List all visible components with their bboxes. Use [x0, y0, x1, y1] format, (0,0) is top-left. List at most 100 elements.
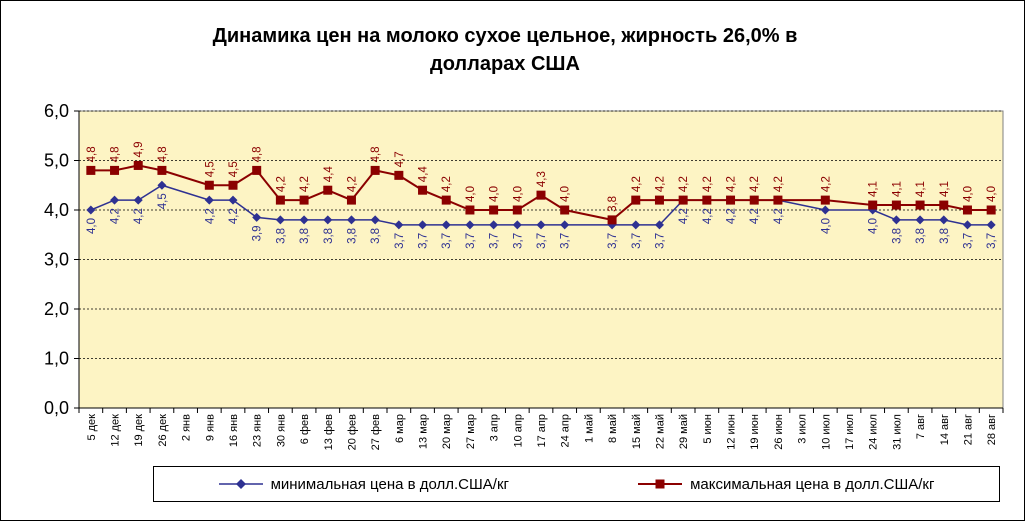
- point-min: [939, 215, 949, 225]
- point-max: [939, 200, 949, 210]
- point-max: [86, 165, 96, 175]
- data-label-min: 3,8: [915, 228, 927, 244]
- x-tick-label: 5 июн: [702, 414, 714, 444]
- point-min: [110, 195, 120, 205]
- point-max: [441, 195, 451, 205]
- data-label-max: 4,5: [204, 161, 216, 177]
- legend-item-min: минимальная цена в долл.США/кг: [218, 475, 509, 493]
- chart-title-line-2: долларах США: [430, 53, 580, 75]
- data-label-min: 4,2: [110, 208, 122, 224]
- y-tick-label: 1,0: [44, 349, 69, 369]
- point-max: [394, 170, 404, 180]
- data-label-max: 4,7: [394, 151, 406, 167]
- point-max: [157, 165, 167, 175]
- point-min: [252, 212, 262, 222]
- x-tick-label: 6 фев: [299, 414, 311, 444]
- data-label-max: 4,9: [133, 141, 145, 157]
- point-min: [346, 215, 356, 225]
- point-min: [204, 195, 214, 205]
- x-tick-label: 7 авг: [915, 414, 927, 439]
- data-label-max: 4,2: [275, 176, 287, 192]
- x-tick-label: 12 дек: [110, 414, 122, 447]
- data-label-max: 4,2: [654, 176, 666, 192]
- data-label-max: 4,2: [820, 176, 832, 192]
- x-tick-label: 30 янв: [275, 414, 287, 447]
- y-tick-label: 4,0: [44, 200, 69, 220]
- data-label-min: 4,2: [749, 208, 761, 224]
- x-tick-label: 26 июн: [773, 414, 785, 450]
- data-label-max: 4,1: [868, 181, 880, 197]
- x-tick-label: 16 янв: [228, 414, 240, 447]
- data-label-min: 3,7: [560, 233, 572, 249]
- point-max: [749, 195, 759, 205]
- point-min: [228, 195, 238, 205]
- point-max: [299, 195, 309, 205]
- data-label-max: 3,8: [607, 196, 619, 212]
- legend-label-min: минимальная цена в долл.США/кг: [270, 475, 509, 493]
- data-label-min: 4,5: [157, 193, 169, 209]
- y-tick-label: 0,0: [44, 398, 69, 418]
- data-label-min: 3,8: [370, 228, 382, 244]
- data-label-min: 4,2: [204, 208, 216, 224]
- data-label-max: 4,1: [939, 181, 951, 197]
- point-min: [323, 215, 333, 225]
- point-max: [275, 195, 285, 205]
- x-tick-label: 15 май: [631, 414, 643, 449]
- x-tick-label: 19 июн: [749, 414, 761, 450]
- chart-title-line-1: Динамика цен на молоко сухое цельное, жи…: [212, 25, 798, 47]
- point-min: [654, 220, 664, 230]
- data-label-max: 4,0: [512, 186, 524, 202]
- data-label-max: 4,2: [773, 176, 785, 192]
- data-label-min: 3,9: [252, 225, 264, 241]
- chart-title: Динамика цен на молоко сухое цельное, жи…: [0, 22, 1010, 78]
- point-max: [346, 195, 356, 205]
- data-label-min: 4,0: [868, 218, 880, 234]
- x-tick-label: 3 июл: [797, 414, 809, 444]
- x-tick-label: 10 июл: [820, 414, 832, 450]
- point-max: [868, 200, 878, 210]
- point-min: [915, 215, 925, 225]
- data-label-min: 3,7: [962, 233, 974, 249]
- y-tick-label: 5,0: [44, 151, 69, 171]
- data-label-max: 4,2: [299, 176, 311, 192]
- point-min: [489, 220, 499, 230]
- x-tick-label: 17 апр: [536, 414, 548, 447]
- legend-symbol-min: [218, 479, 263, 489]
- data-label-max: 4,2: [678, 176, 690, 192]
- x-tick-label: 1 май: [583, 414, 595, 443]
- y-tick-label: 3,0: [44, 250, 69, 270]
- data-label-min: 4,2: [726, 208, 738, 224]
- data-label-max: 4,8: [110, 146, 122, 162]
- x-tick-label: 23 янв: [252, 414, 264, 447]
- data-label-max: 4,2: [346, 176, 358, 192]
- point-max: [654, 195, 664, 205]
- x-tick-label: 31 июл: [891, 414, 903, 450]
- point-max: [607, 215, 617, 225]
- x-tick-label: 26 дек: [157, 414, 169, 447]
- data-label-max: 4,0: [962, 186, 974, 202]
- point-max: [820, 195, 830, 205]
- data-label-min: 3,7: [418, 233, 430, 249]
- point-min: [820, 205, 830, 215]
- point-min: [133, 195, 143, 205]
- data-label-min: 3,7: [654, 233, 666, 249]
- point-min: [157, 180, 167, 190]
- legend-item-max: максимальная цена в долл.США/кг: [638, 476, 934, 493]
- x-tick-label: 13 фев: [323, 414, 335, 450]
- point-min: [394, 220, 404, 230]
- x-tick-label: 5 дек: [86, 414, 98, 441]
- x-tick-label: 24 апр: [560, 414, 572, 447]
- x-tick-label: 28 авг: [986, 414, 998, 445]
- data-label-min: 3,7: [986, 233, 998, 249]
- y-tick-label: 2,0: [44, 299, 69, 319]
- x-tick-label: 6 мар: [394, 414, 406, 443]
- data-label-max: 4,0: [465, 186, 477, 202]
- point-min: [536, 220, 546, 230]
- data-label-max: 4,5: [228, 161, 240, 177]
- point-max: [370, 165, 380, 175]
- point-max: [536, 190, 546, 200]
- data-label-min: 4,2: [228, 208, 240, 224]
- point-min: [512, 220, 522, 230]
- point-min: [962, 220, 972, 230]
- data-label-min: 3,7: [489, 233, 501, 249]
